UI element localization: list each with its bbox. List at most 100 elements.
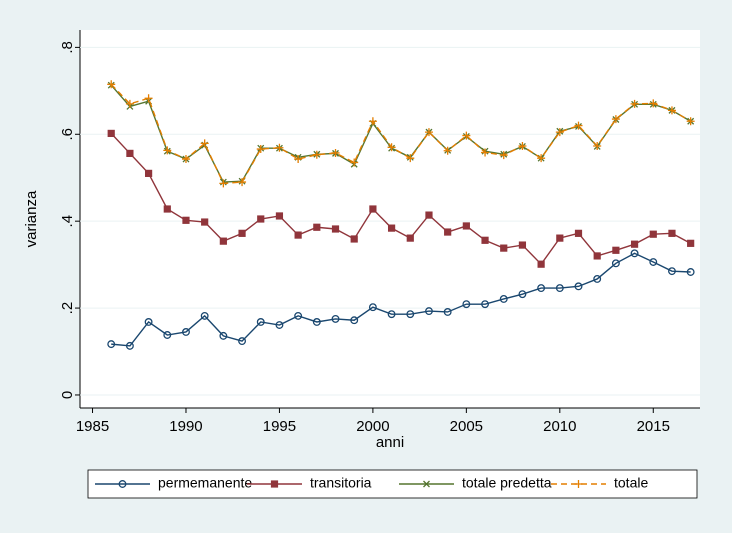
marker bbox=[518, 290, 527, 299]
marker bbox=[593, 142, 602, 151]
marker bbox=[238, 337, 247, 346]
marker bbox=[294, 155, 303, 164]
marker bbox=[163, 146, 172, 155]
marker bbox=[125, 99, 134, 108]
marker bbox=[350, 235, 358, 243]
x-axis-label: anni bbox=[376, 434, 404, 451]
legend-label: totale predetta bbox=[462, 475, 552, 491]
marker bbox=[574, 121, 583, 130]
marker bbox=[518, 142, 527, 151]
marker bbox=[537, 154, 546, 163]
marker bbox=[406, 310, 415, 319]
marker bbox=[667, 106, 676, 115]
marker bbox=[368, 117, 377, 126]
marker bbox=[200, 139, 209, 148]
x-tick-label: 1985 bbox=[76, 418, 109, 435]
marker bbox=[444, 228, 452, 236]
y-tick-label: 0 bbox=[59, 391, 76, 399]
marker bbox=[499, 294, 508, 303]
marker bbox=[275, 321, 284, 329]
marker bbox=[256, 145, 265, 154]
series-line bbox=[110, 83, 692, 185]
marker bbox=[125, 341, 134, 350]
marker bbox=[219, 179, 228, 188]
marker bbox=[312, 150, 321, 159]
x-tick-label: 1995 bbox=[263, 418, 296, 435]
y-tick-label: .8 bbox=[59, 41, 76, 54]
marker bbox=[200, 311, 209, 320]
marker bbox=[368, 303, 377, 312]
marker bbox=[593, 275, 602, 283]
marker bbox=[499, 151, 508, 160]
marker bbox=[462, 131, 471, 140]
marker bbox=[556, 234, 564, 242]
marker bbox=[331, 314, 340, 323]
marker bbox=[481, 236, 489, 244]
marker bbox=[331, 148, 340, 157]
marker bbox=[219, 237, 227, 245]
marker bbox=[555, 128, 564, 137]
marker bbox=[425, 307, 433, 316]
x-tick-label: 2000 bbox=[356, 418, 389, 435]
marker bbox=[555, 284, 564, 293]
marker bbox=[611, 115, 620, 124]
marker bbox=[126, 149, 134, 157]
marker bbox=[424, 128, 433, 137]
x-tick-label: 2015 bbox=[637, 418, 670, 435]
marker bbox=[331, 225, 340, 233]
legend-marker bbox=[423, 480, 430, 488]
marker bbox=[313, 223, 321, 231]
y-axis-label: varianza bbox=[23, 190, 40, 247]
y-tick-label: .6 bbox=[59, 128, 76, 141]
legend-marker bbox=[574, 480, 583, 488]
y-tick-label: .4 bbox=[59, 215, 76, 228]
marker bbox=[593, 252, 601, 260]
marker bbox=[201, 218, 209, 226]
marker bbox=[425, 211, 433, 219]
marker bbox=[537, 284, 546, 293]
legend-label: transitoria bbox=[310, 475, 372, 491]
marker bbox=[518, 241, 527, 249]
plot-area bbox=[80, 30, 700, 408]
marker bbox=[611, 259, 620, 268]
marker bbox=[649, 230, 657, 238]
marker bbox=[107, 80, 116, 89]
marker bbox=[387, 143, 396, 152]
marker bbox=[443, 146, 452, 155]
marker bbox=[163, 205, 171, 213]
marker bbox=[312, 318, 321, 326]
marker bbox=[294, 311, 303, 320]
marker bbox=[182, 216, 190, 224]
legend-marker bbox=[118, 480, 127, 488]
marker bbox=[630, 240, 639, 248]
marker bbox=[668, 229, 676, 237]
marker bbox=[574, 229, 583, 237]
marker bbox=[163, 331, 172, 339]
marker bbox=[219, 331, 228, 340]
marker bbox=[574, 282, 583, 291]
marker bbox=[387, 310, 396, 319]
x-tick-label: 1990 bbox=[169, 418, 202, 435]
marker bbox=[612, 246, 620, 254]
legend-label: permemanente bbox=[158, 475, 252, 491]
marker bbox=[462, 300, 471, 309]
marker bbox=[275, 143, 284, 152]
marker bbox=[238, 229, 246, 237]
marker bbox=[275, 212, 284, 220]
marker bbox=[443, 308, 452, 316]
marker bbox=[537, 260, 545, 268]
marker bbox=[144, 318, 153, 326]
marker bbox=[406, 234, 414, 242]
marker bbox=[181, 155, 190, 164]
y-tick-label: .2 bbox=[59, 302, 76, 315]
marker bbox=[350, 158, 359, 167]
marker bbox=[350, 316, 359, 325]
marker bbox=[257, 215, 265, 223]
marker bbox=[256, 318, 265, 326]
marker bbox=[668, 267, 676, 276]
marker bbox=[238, 178, 247, 187]
legend-label: totale bbox=[614, 475, 648, 491]
marker bbox=[369, 205, 377, 213]
x-tick-label: 2010 bbox=[543, 418, 576, 435]
marker bbox=[144, 169, 153, 177]
